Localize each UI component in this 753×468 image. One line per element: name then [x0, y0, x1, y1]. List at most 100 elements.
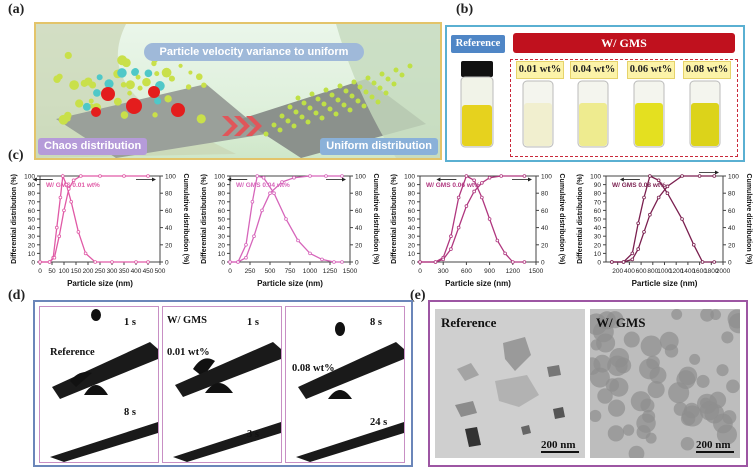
data-point: [418, 260, 422, 264]
y-tick-label: 70: [218, 199, 226, 206]
differential-series-line: [40, 173, 148, 263]
x-tick-label: 1000: [303, 268, 318, 275]
y-tick-label: 100: [24, 174, 35, 181]
data-point: [433, 260, 438, 264]
scale-bar-line-1: [541, 451, 579, 453]
y-tick-label: 30: [218, 234, 226, 241]
x-tick-label: 250: [95, 268, 106, 275]
y2-tick-label: 100: [728, 174, 739, 181]
droplet-reference: 1 s Reference 8 s: [39, 306, 159, 463]
y2-axis-label: Cumulative distribution (%): [182, 174, 189, 265]
data-point: [340, 260, 344, 264]
data-point: [79, 174, 83, 178]
x-tick-label: 1400: [681, 268, 696, 275]
y-tick-label: 10: [28, 251, 36, 258]
y-tick-label: 10: [218, 251, 226, 258]
data-point: [472, 189, 476, 194]
y2-tick-label: 60: [728, 208, 736, 215]
x-tick-label: 400: [624, 268, 635, 275]
data-point: [244, 243, 248, 247]
data-point: [62, 208, 66, 213]
x-tick-label: 50: [48, 268, 56, 275]
y-tick-label: 40: [594, 225, 602, 232]
y2-tick-label: 20: [728, 242, 736, 249]
x-tick-label: 300: [438, 268, 449, 275]
y2-tick-label: 80: [165, 191, 173, 198]
panel-b-vials: Reference W/ GMS 0.01 wt% 0.04 wt% 0.06 …: [445, 25, 745, 162]
y-tick-label: 70: [594, 199, 602, 206]
right-axis-arrowhead: [528, 177, 532, 182]
data-point: [665, 191, 670, 196]
x-tick-label: 1800: [704, 268, 719, 275]
y-tick-label: 50: [408, 217, 416, 224]
scale-bar-line-2: [696, 451, 734, 453]
y2-tick-label: 40: [541, 225, 549, 232]
x-axis-label: Particle size (nm): [445, 279, 511, 288]
label-c: (c): [8, 148, 24, 163]
scale-bar-1: 200 nm: [541, 439, 576, 451]
gms-dashed-box: [510, 59, 738, 157]
data-point: [464, 204, 469, 208]
data-point: [522, 174, 527, 178]
data-point: [464, 174, 469, 178]
conc-label-4: 0.08 wt%: [683, 61, 731, 79]
y-tick-label: 20: [594, 242, 602, 249]
x-tick-label: 1200: [669, 268, 684, 275]
x-tick-label: 0: [38, 268, 42, 275]
x-tick-label: 600: [461, 268, 472, 275]
data-point: [480, 181, 484, 185]
y-tick-label: 10: [594, 251, 602, 258]
right-axis-arrowhead: [715, 170, 719, 175]
x-tick-label: 300: [107, 268, 118, 275]
x-axis-label: Particle size (nm): [67, 279, 133, 288]
data-point: [712, 260, 717, 264]
y-tick-label: 80: [218, 191, 226, 198]
conc-label-2: 0.04 wt%: [570, 61, 618, 79]
y-tick-label: 80: [594, 191, 602, 198]
ref-label: Reference: [50, 347, 95, 358]
data-point: [250, 199, 255, 204]
tem-gms-label: W/ GMS: [596, 315, 646, 330]
data-point: [499, 174, 503, 178]
y-tick-label: 40: [28, 225, 36, 232]
y2-tick-label: 20: [541, 242, 549, 249]
data-point: [69, 199, 73, 204]
data-point: [680, 217, 684, 221]
droplet-001: W/ GMS 1 s 0.01 wt% 3 s: [162, 306, 282, 463]
y-tick-label: 60: [408, 208, 416, 215]
y2-tick-label: 60: [355, 208, 363, 215]
y-tick-label: 50: [28, 217, 36, 224]
data-point: [52, 255, 57, 260]
data-point: [146, 260, 150, 264]
x-tick-label: 450: [143, 268, 154, 275]
data-point: [308, 251, 312, 256]
data-point: [255, 174, 259, 178]
y2-tick-label: 60: [541, 208, 549, 215]
c2-label: 0.08 wt%: [292, 363, 335, 374]
y-tick-label: 40: [218, 225, 226, 232]
ref-time-2: 8 s: [124, 407, 136, 418]
data-point: [642, 195, 646, 200]
tem-reference-label: Reference: [441, 315, 497, 330]
data-point: [252, 234, 256, 238]
data-point: [636, 247, 640, 251]
data-point: [642, 230, 646, 234]
data-point: [60, 174, 65, 178]
y-tick-label: 40: [408, 225, 416, 232]
conc-label-3: 0.06 wt%: [627, 61, 675, 79]
y-tick-label: 0: [597, 260, 601, 267]
data-point: [691, 243, 696, 247]
data-point: [656, 178, 661, 183]
data-point: [495, 238, 500, 243]
y-tick-label: 70: [408, 199, 416, 206]
data-point: [83, 251, 88, 256]
y-tick-label: 80: [28, 191, 36, 198]
c1-time-1: 1 s: [247, 317, 259, 328]
c2-time-1: 8 s: [370, 317, 382, 328]
y-tick-label: 50: [594, 217, 602, 224]
data-point: [260, 208, 264, 213]
y2-tick-label: 20: [355, 242, 363, 249]
x-tick-label: 600: [636, 268, 647, 275]
data-point: [456, 195, 461, 200]
